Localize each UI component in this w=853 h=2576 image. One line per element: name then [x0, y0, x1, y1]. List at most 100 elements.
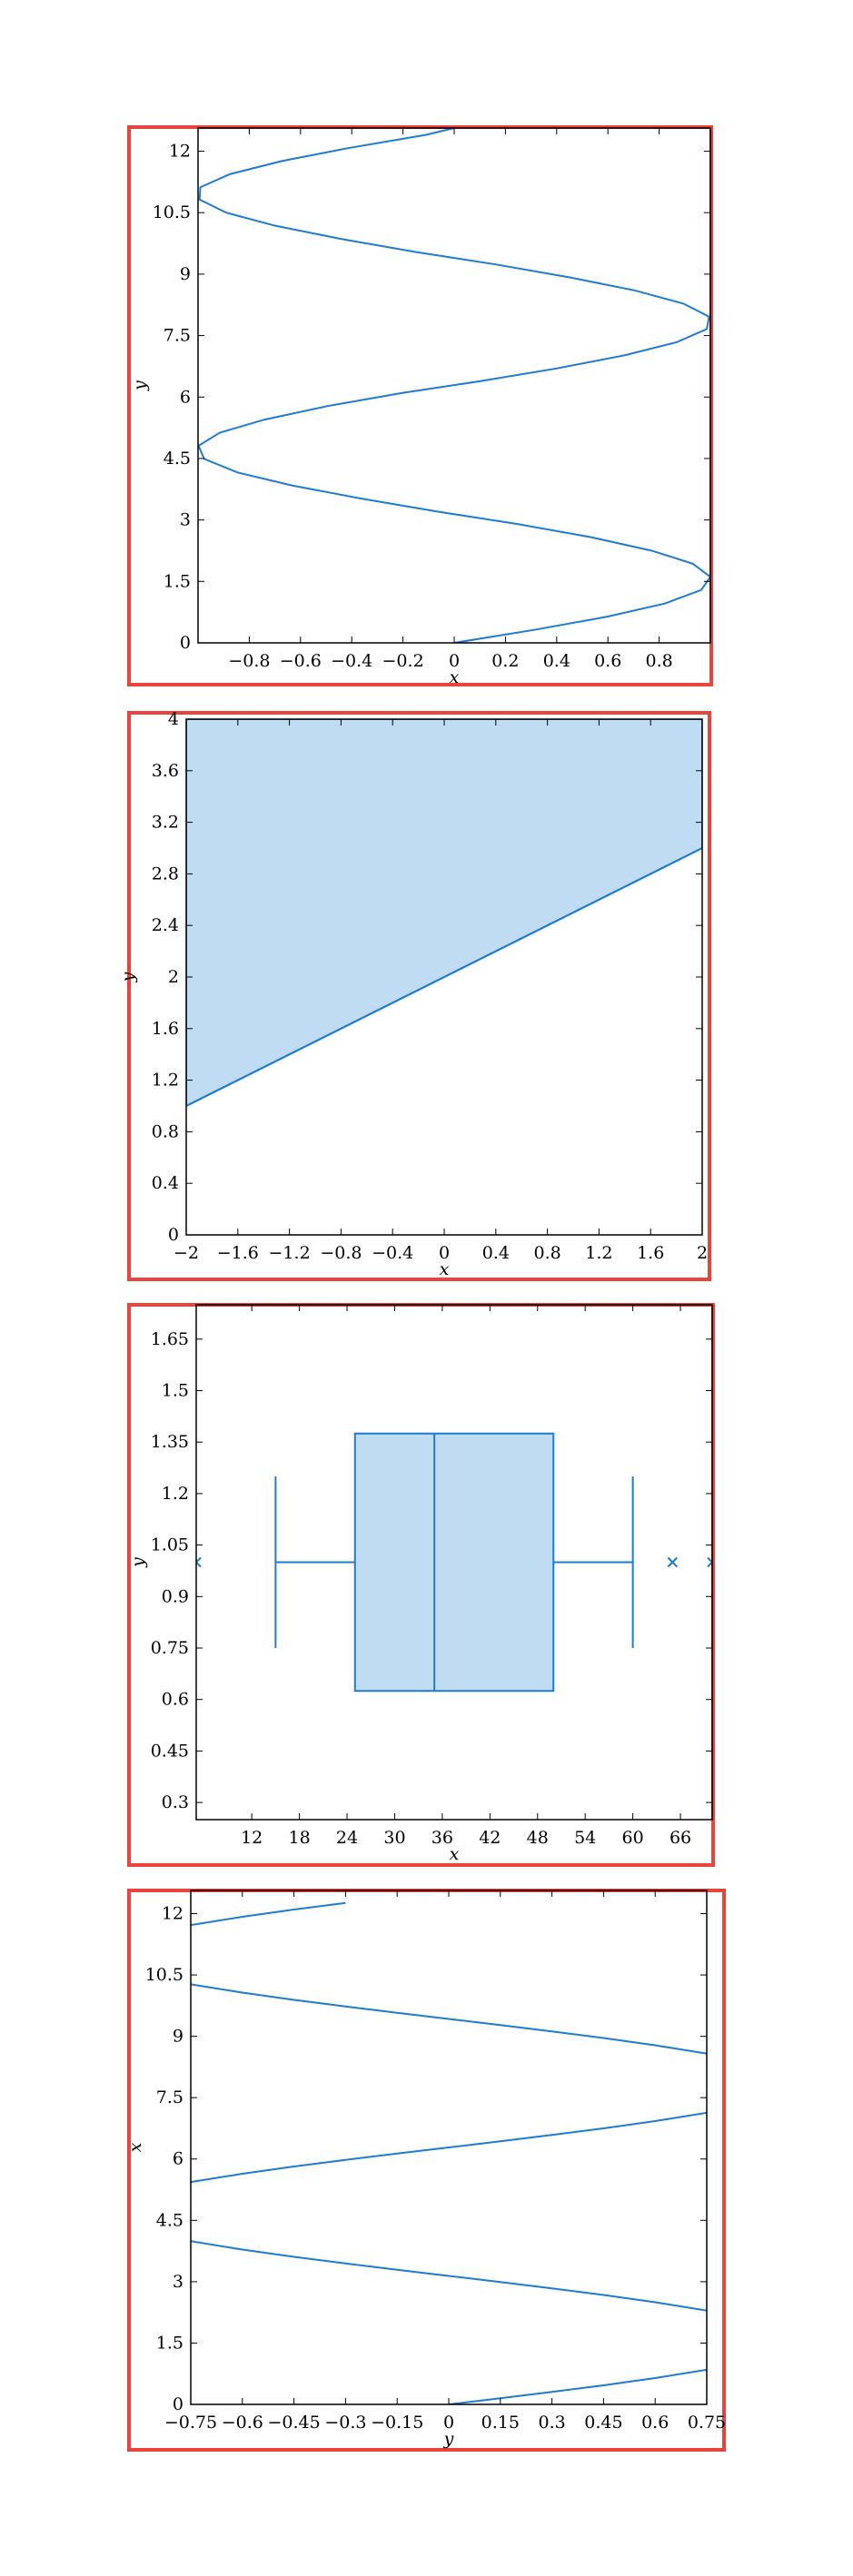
y-tick-label: 0.75: [151, 1638, 189, 1658]
x-tick-label: 0.15: [481, 2413, 520, 2433]
x-tick-label: 0: [449, 651, 460, 671]
y-tick-label: 2: [168, 967, 179, 987]
x-tick-label: 12: [241, 1828, 263, 1848]
x-tick-label: 0.4: [482, 1243, 510, 1263]
x-tick-label: −0.4: [372, 1243, 413, 1263]
y-tick-label: 9: [173, 2027, 183, 2047]
x-tick-label: −0.6: [280, 651, 322, 671]
plot-area: [186, 719, 702, 1108]
y-tick-label: 10.5: [145, 1965, 183, 1985]
x-tick-label: −0.15: [371, 2413, 423, 2433]
plot-border: [195, 1304, 713, 1821]
x-tick-label: −0.8: [320, 1243, 362, 1263]
x-tick-label: 30: [383, 1828, 405, 1848]
x-tick-label: 2: [697, 1243, 708, 1263]
x-tick-label: 1.2: [585, 1243, 612, 1263]
series-line-4: [191, 1983, 707, 2055]
flier-point-2: [667, 1556, 679, 1568]
x-tick-label: 36: [431, 1828, 453, 1848]
y-tick-label: 0: [180, 633, 191, 653]
boundary-line: [186, 847, 702, 1107]
shaded-region: [186, 719, 702, 1108]
x-tick-label: 42: [479, 1828, 501, 1848]
x-tick-label: 60: [622, 1828, 644, 1848]
y-axis-label: y: [118, 972, 138, 982]
x-tick-label: 0.4: [543, 651, 570, 671]
chart-2: −2 −1.6 −1.2 −0.8 −0.4 0 0.4 0.8 1.2 1.6 2 0 0.4 0.8 1…: [118, 709, 711, 1281]
x-axis-label: x: [440, 1259, 450, 1279]
y-tick-label: 1.2: [152, 1071, 179, 1091]
y-tick-label: 0: [173, 2394, 183, 2414]
x-tick-label: 1.6: [637, 1243, 664, 1263]
y-tick-label: 1.5: [164, 571, 191, 591]
y-tick-label: 3: [173, 2272, 183, 2292]
x-tick-label: −0.75: [164, 2413, 217, 2433]
plot-area: [196, 1432, 712, 1693]
y-tick-label: 2.8: [152, 864, 179, 883]
x-tick-label: 0.45: [584, 2413, 622, 2433]
y-tick-label: 12: [169, 142, 191, 162]
box-iqr: [353, 1432, 555, 1693]
y-axis-label: y: [130, 380, 150, 391]
x-tick-label: −0.6: [222, 2413, 263, 2433]
x-axis-label: x: [450, 1844, 460, 1864]
chart-3: 12 18 24 30 36 42 48 54 60 66 0.3 0.45 0.6 0.75 0.9 1.0…: [127, 1303, 715, 1867]
x-tick-label: −0.8: [228, 651, 270, 671]
x-tick-label: 18: [289, 1828, 311, 1848]
x-tick-label: 48: [527, 1828, 549, 1848]
flier-point-1: [196, 1556, 202, 1568]
y-tick-label: 2.4: [152, 915, 179, 935]
x-tick-label: 0.8: [533, 1243, 560, 1263]
y-tick-label: 1.35: [151, 1432, 189, 1452]
x-tick-label: 0.3: [538, 2413, 565, 2433]
series-line-5: [191, 1901, 346, 1927]
x-tick-label: 0.6: [641, 2413, 669, 2433]
chart-frame: [127, 1889, 726, 2452]
y-tick-label: 0.6: [162, 1690, 189, 1710]
y-tick-label: 1.2: [162, 1484, 189, 1504]
x-tick-label: 0: [439, 1243, 450, 1263]
y-tick-label: 0.9: [162, 1586, 189, 1606]
x-tick-label: 0.6: [594, 651, 621, 671]
y-tick-label: 1.65: [151, 1329, 189, 1349]
chart-1: −0.8 −0.6 −0.4 −0.2 0 0.2 0.4 0.6 0.8 0 1.5 3 4.5 6 7.…: [127, 125, 713, 687]
y-tick-label: 1.5: [156, 2333, 183, 2353]
x-tick-label: 54: [574, 1828, 596, 1848]
y-tick-label: 0.8: [152, 1121, 179, 1141]
y-axis-label: y: [128, 1557, 148, 1568]
x-tick-label: −1.6: [217, 1243, 259, 1263]
flier-point-3: [707, 1556, 712, 1568]
y-tick-label: 6: [173, 2149, 183, 2169]
series-line-2: [191, 2240, 707, 2312]
x-tick-label: −0.2: [382, 651, 424, 671]
y-tick-label: 0: [168, 1225, 179, 1245]
y-tick-label: 9: [180, 264, 191, 284]
y-tick-label: 0.3: [162, 1792, 189, 1812]
y-tick-label: 3: [180, 510, 191, 530]
chart-frame: [127, 125, 713, 686]
y-tick-label: 3.6: [152, 761, 179, 781]
y-tick-label: 4.5: [156, 2210, 183, 2230]
x-axis-label: y: [443, 2429, 454, 2449]
y-tick-label: 7.5: [156, 2087, 183, 2107]
x-tick-label: 66: [670, 1828, 691, 1848]
y-tick-label: 4.5: [164, 449, 191, 469]
plot-area: [198, 128, 710, 643]
y-tick-label: 1.05: [151, 1535, 189, 1555]
x-axis-label: x: [450, 667, 460, 687]
x-tick-label: −2: [174, 1243, 199, 1263]
y-tick-label: 0.4: [152, 1173, 179, 1193]
x-tick-label: 24: [336, 1828, 358, 1848]
y-tick-label: 1.5: [162, 1381, 189, 1401]
series-line-1: [198, 128, 710, 643]
x-tick-label: 0: [443, 2413, 454, 2433]
x-tick-label: 0.2: [491, 651, 519, 671]
y-tick-label: 3.2: [152, 813, 179, 833]
chart-4: −0.75 −0.6 −0.45 −0.3 −0.15 0 0.15 0.3 0.45 0.6 0.…: [125, 1889, 726, 2452]
x-tick-label: 0.75: [688, 2413, 726, 2433]
plot-area: [191, 1901, 707, 2404]
series-line-1: [448, 2368, 707, 2404]
y-tick-label: 1.6: [152, 1019, 179, 1039]
y-tick-label: 10.5: [153, 202, 191, 222]
